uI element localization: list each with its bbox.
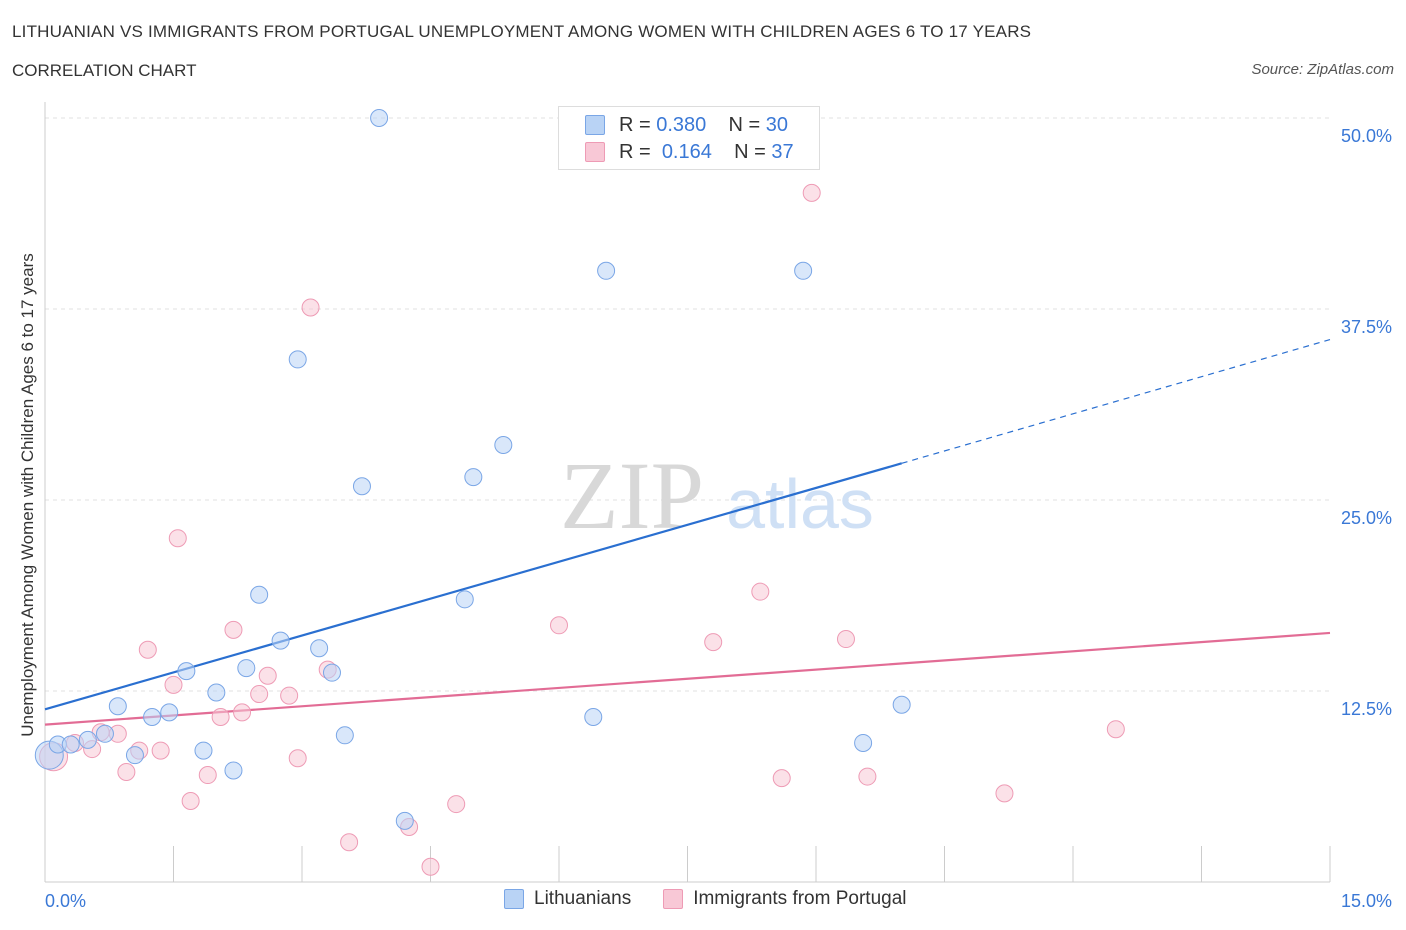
watermark-zip: ZIP xyxy=(560,442,704,549)
point-lithuanians-16 xyxy=(288,350,307,369)
point-portugal-33 xyxy=(995,784,1014,803)
tick-labels: 0.0% 15.0% 12.5% 25.0% 37.5% 50.0% xyxy=(45,126,1392,911)
watermark: ZIP atlas xyxy=(560,442,874,549)
point-portugal-11 xyxy=(181,792,200,811)
y-tick-label-3: 50.0% xyxy=(1341,126,1392,146)
point-portugal-12 xyxy=(198,766,217,785)
series-legend-lithuanians: Lithuanians xyxy=(504,888,631,910)
point-lithuanians-19 xyxy=(335,726,354,745)
point-lithuanians-27 xyxy=(597,261,616,280)
point-lithuanians-10 xyxy=(194,741,213,760)
point-portugal-7 xyxy=(138,640,157,659)
point-portugal-5 xyxy=(117,762,136,781)
legend-n-value: 30 xyxy=(765,113,789,136)
point-portugal-9 xyxy=(164,675,183,694)
point-lithuanians-2 xyxy=(61,735,80,754)
series-swatch-lithuanians xyxy=(504,889,524,909)
point-portugal-28 xyxy=(751,582,770,601)
point-lithuanians-28 xyxy=(794,261,813,280)
point-lithuanians-5 xyxy=(108,697,127,716)
legend-r-value: 0.380 xyxy=(656,113,707,136)
point-portugal-30 xyxy=(802,183,821,202)
point-lithuanians-12 xyxy=(224,761,243,780)
legend-row-lithuanians: R = 0.380 N = 30 xyxy=(585,113,788,137)
series-legend: Lithuanians Immigrants from Portugal xyxy=(504,888,939,910)
point-lithuanians-21 xyxy=(395,811,414,830)
legend-row-portugal: R = 0.164 N = 37 xyxy=(585,140,794,164)
y-tick-label-0: 12.5% xyxy=(1341,699,1392,719)
chart-subtitle: CORRELATION CHART xyxy=(12,61,197,80)
legend-r-label: R = xyxy=(619,140,651,163)
legend-swatch-lithuanians xyxy=(585,115,605,135)
x-tick-label-max: 15.0% xyxy=(1341,891,1392,911)
point-lithuanians-25 xyxy=(455,590,474,609)
point-lithuanians-17 xyxy=(310,639,329,658)
point-lithuanians-23 xyxy=(464,468,483,487)
legend-n-label: N = xyxy=(734,140,766,163)
legend-n-label: N = xyxy=(728,113,761,136)
point-lithuanians-7 xyxy=(143,707,162,726)
point-portugal-17 xyxy=(258,666,277,685)
point-lithuanians-30 xyxy=(892,695,911,714)
point-portugal-34 xyxy=(1106,720,1125,739)
point-portugal-31 xyxy=(836,630,855,649)
point-lithuanians-9 xyxy=(177,662,196,681)
point-lithuanians-3 xyxy=(78,730,97,749)
point-lithuanians-4 xyxy=(95,724,114,743)
series-legend-portugal: Immigrants from Portugal xyxy=(663,888,907,910)
point-lithuanians-26 xyxy=(584,707,603,726)
data-points xyxy=(34,109,1125,876)
point-lithuanians-22 xyxy=(370,109,389,127)
point-lithuanians-15 xyxy=(271,631,290,650)
point-portugal-29 xyxy=(772,769,791,788)
grid xyxy=(45,117,1330,692)
y-tick-label-1: 25.0% xyxy=(1341,508,1392,528)
trend-line-portugal xyxy=(44,631,1331,726)
point-portugal-18 xyxy=(280,686,299,705)
point-portugal-13 xyxy=(211,707,230,726)
point-portugal-26 xyxy=(550,616,568,635)
point-lithuanians-29 xyxy=(854,733,873,752)
point-portugal-15 xyxy=(233,703,252,722)
point-portugal-24 xyxy=(421,857,440,876)
point-portugal-14 xyxy=(224,620,243,639)
x-tick-label-min: 0.0% xyxy=(45,891,86,911)
chart-title: LITHUANIAN VS IMMIGRANTS FROM PORTUGAL U… xyxy=(12,22,1032,41)
point-lithuanians-11 xyxy=(207,683,226,702)
series-label-lithuanians: Lithuanians xyxy=(534,888,632,909)
point-portugal-32 xyxy=(858,767,877,786)
point-lithuanians-14 xyxy=(250,585,269,604)
legend-n-value: 37 xyxy=(771,140,794,163)
legend-r-label: R = xyxy=(619,113,651,136)
point-portugal-27 xyxy=(704,633,723,652)
point-lithuanians-18 xyxy=(322,663,341,682)
point-portugal-22 xyxy=(340,833,359,852)
legend-r-value: 0.164 xyxy=(661,140,712,163)
series-label-portugal: Immigrants from Portugal xyxy=(693,888,907,909)
series-swatch-portugal xyxy=(663,889,684,909)
point-portugal-8 xyxy=(151,741,170,760)
source-note: Source: ZipAtlas.com xyxy=(1251,61,1394,78)
point-lithuanians-20 xyxy=(352,477,371,496)
point-lithuanians-8 xyxy=(160,703,179,722)
point-lithuanians-13 xyxy=(237,659,256,678)
point-portugal-10 xyxy=(168,529,187,548)
point-lithuanians-24 xyxy=(494,435,513,454)
correlation-legend: R = 0.380 N = 30 R = 0.164 N = 37 xyxy=(558,106,820,170)
point-portugal-20 xyxy=(301,298,320,317)
trend-line-lithuanians-extension xyxy=(901,338,1331,464)
point-portugal-19 xyxy=(288,749,307,768)
point-lithuanians-6 xyxy=(125,746,144,765)
point-portugal-16 xyxy=(250,685,269,704)
legend-swatch-portugal xyxy=(585,142,605,162)
y-tick-label-2: 37.5% xyxy=(1341,317,1392,337)
point-portugal-25 xyxy=(447,795,466,814)
